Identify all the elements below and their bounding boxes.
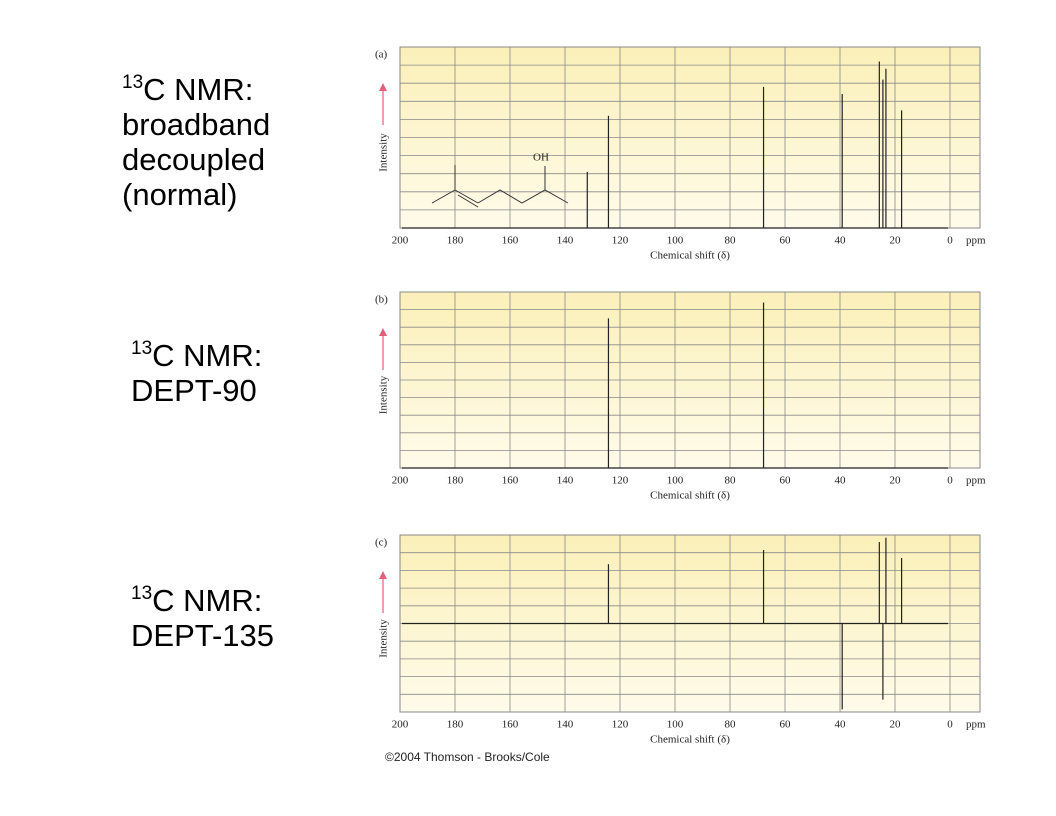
x-unit: ppm [966,235,986,247]
x-tick-label: 0 [947,475,953,487]
structure-label: OH [533,152,549,164]
x-tick-label: 180 [447,235,464,247]
x-unit: ppm [966,475,986,487]
panel-tag: (a) [375,49,388,61]
x-tick-label: 40 [835,475,847,487]
x-axis-label: Chemical shift (δ) [650,734,730,746]
panel-label: 13C NMR: DEPT-90 [131,338,262,408]
x-tick-label: 200 [392,475,409,487]
x-tick-label: 20 [890,475,902,487]
x-tick-label: 40 [835,719,847,731]
isotope: 13 [131,583,153,604]
x-tick-label: 80 [725,719,737,731]
panel-label: 13C NMR: DEPT-135 [131,583,274,653]
x-tick-label: 60 [780,719,792,731]
label-line: 13C NMR: [131,338,262,373]
x-tick-label: 20 [890,235,902,247]
x-tick-label: 160 [502,235,519,247]
isotope: 13 [131,338,153,359]
x-tick-label: 100 [667,235,684,247]
label-line: 13C NMR: [131,583,274,618]
label-line: DEPT-135 [131,618,274,653]
x-tick-label: 0 [947,235,953,247]
x-tick-label: 180 [447,475,464,487]
label-line: broadband [122,107,270,142]
label-text: DEPT-90 [131,373,257,408]
x-axis-label: Chemical shift (δ) [650,490,730,502]
x-tick-label: 140 [557,475,574,487]
intensity-arrowhead [379,328,387,336]
label-text: C NMR: [152,583,263,618]
label-text: C NMR: [143,72,254,107]
label-line: DEPT-90 [131,373,262,408]
intensity-arrowhead [379,83,387,91]
x-tick-label: 160 [502,719,519,731]
x-tick-label: 40 [835,235,847,247]
x-tick-label: 160 [502,475,519,487]
label-text: (normal) [122,177,238,212]
panel-tag: (c) [375,537,388,549]
x-tick-label: 120 [612,475,629,487]
structure [431,165,569,208]
copyright: ©2004 Thomson - Brooks/Cole [385,750,550,764]
y-axis-label: Intensity [378,375,390,414]
x-tick-label: 200 [392,235,409,247]
x-tick-label: 140 [557,719,574,731]
panel-label: 13C NMR: broadband decoupled (normal) [122,72,270,212]
x-tick-label: 60 [780,235,792,247]
y-axis-label: Intensity [378,133,390,172]
x-tick-label: 60 [780,475,792,487]
x-tick-label: 140 [557,235,574,247]
intensity-arrowhead [379,571,387,579]
x-axis-label: Chemical shift (δ) [650,250,730,262]
x-tick-label: 0 [947,719,953,731]
x-tick-label: 120 [612,235,629,247]
x-tick-label: 80 [725,235,737,247]
label-line: decoupled [122,142,270,177]
x-tick-label: 80 [725,475,737,487]
x-tick-label: 100 [667,475,684,487]
label-line: (normal) [122,177,270,212]
x-tick-label: 20 [890,719,902,731]
x-unit: ppm [966,719,986,731]
label-line: 13C NMR: [122,72,270,107]
x-tick-label: 200 [392,719,409,731]
label-text: C NMR: [152,338,263,373]
x-tick-label: 180 [447,719,464,731]
label-text: broadband [122,107,271,142]
isotope: 13 [122,72,144,93]
x-tick-label: 120 [612,719,629,731]
y-axis-label: Intensity [378,619,390,658]
x-tick-label: 100 [667,719,684,731]
label-text: decoupled [122,142,266,177]
label-text: DEPT-135 [131,618,275,653]
panel-tag: (b) [375,294,388,306]
